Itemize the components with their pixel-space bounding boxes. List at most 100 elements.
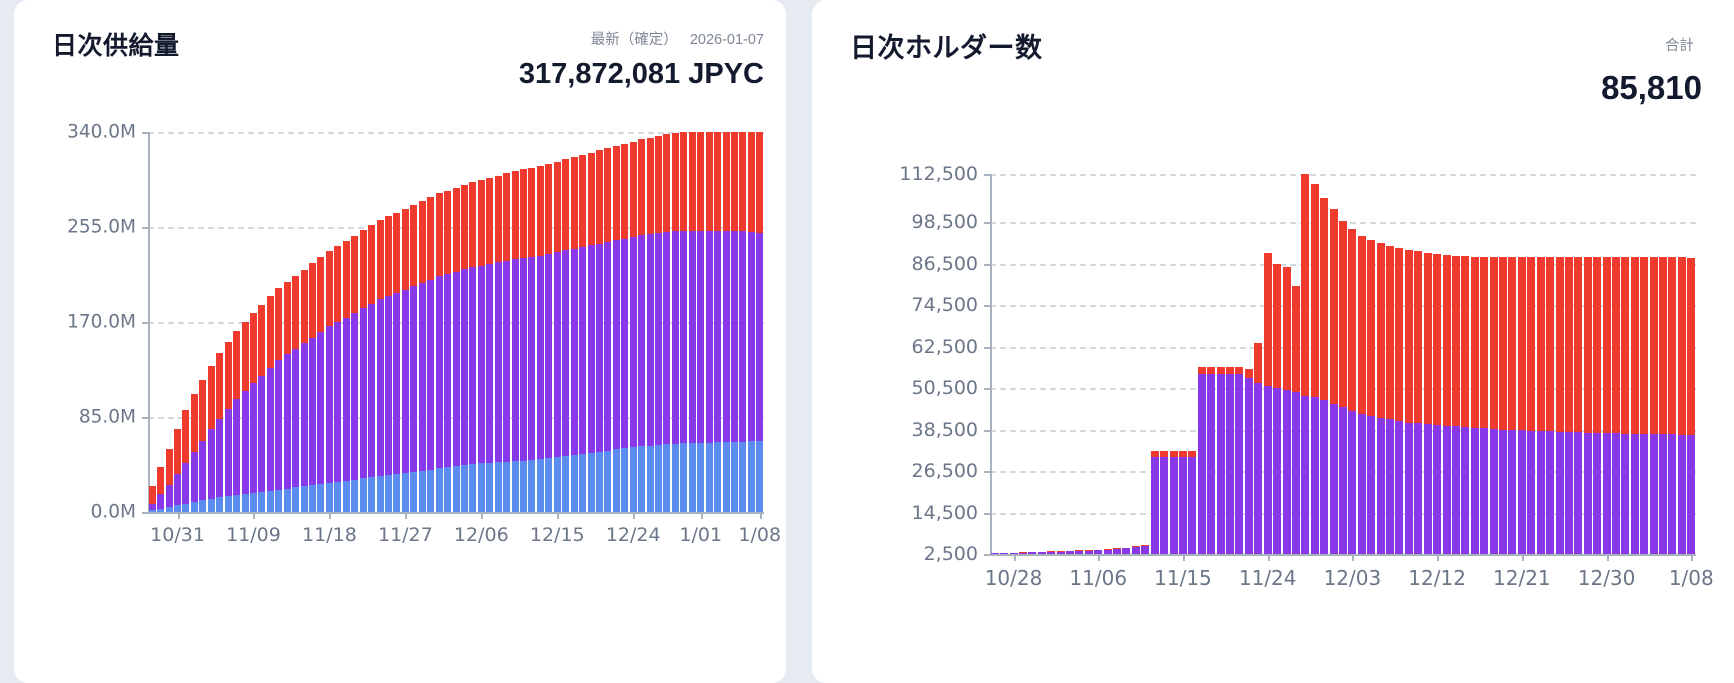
bar[interactable] — [494, 175, 502, 512]
bar[interactable] — [511, 171, 519, 512]
bar[interactable] — [1640, 256, 1649, 554]
bar[interactable] — [418, 201, 426, 512]
bar[interactable] — [258, 304, 266, 512]
bar[interactable] — [1687, 257, 1696, 554]
bar[interactable] — [612, 145, 620, 512]
bar[interactable] — [233, 330, 241, 512]
bar[interactable] — [739, 132, 747, 512]
bar[interactable] — [275, 287, 283, 512]
plot-area[interactable]: 340.0M 255.0M 170.0M 85.0M 0.0M 10/31 11/09 11/… — [52, 118, 781, 568]
bar[interactable] — [1056, 551, 1065, 554]
bar[interactable] — [1583, 256, 1592, 554]
bar[interactable] — [1141, 544, 1150, 554]
bar[interactable] — [224, 342, 232, 512]
bar[interactable] — [182, 409, 190, 512]
bar[interactable] — [587, 152, 595, 512]
bar[interactable] — [1433, 253, 1442, 554]
bar[interactable] — [1414, 251, 1423, 554]
bar[interactable] — [1254, 343, 1263, 554]
bar[interactable] — [1028, 552, 1037, 554]
bar[interactable] — [756, 132, 764, 512]
bar[interactable] — [1546, 256, 1555, 554]
bar[interactable] — [444, 190, 452, 512]
bar[interactable] — [376, 220, 384, 512]
bar[interactable] — [520, 169, 527, 512]
bar[interactable] — [629, 141, 637, 512]
bar[interactable] — [157, 467, 165, 512]
bar[interactable] — [671, 132, 679, 512]
bar[interactable] — [1442, 254, 1451, 554]
daily-supply-chart[interactable]: 340.0M 255.0M 170.0M 85.0M 0.0M 10/31 11/09 11/… — [52, 118, 781, 568]
bar[interactable] — [655, 135, 663, 512]
bar[interactable] — [1564, 256, 1573, 554]
bar[interactable] — [401, 209, 409, 512]
bar[interactable] — [688, 132, 696, 512]
bar[interactable] — [536, 166, 544, 512]
bar[interactable] — [1226, 366, 1235, 554]
bar[interactable] — [1602, 256, 1611, 554]
bar[interactable] — [309, 263, 317, 512]
bar[interactable] — [325, 251, 333, 512]
bar[interactable] — [1009, 552, 1018, 554]
bar[interactable] — [1329, 208, 1338, 554]
bar[interactable] — [604, 148, 612, 512]
bar[interactable] — [1659, 256, 1668, 554]
bar[interactable] — [1423, 252, 1432, 554]
bar[interactable] — [460, 185, 468, 512]
bar[interactable] — [199, 379, 207, 512]
bar[interactable] — [1216, 366, 1225, 554]
bar[interactable] — [1131, 546, 1140, 554]
bar[interactable] — [1075, 550, 1084, 554]
bar[interactable] — [1301, 174, 1310, 554]
bar[interactable] — [1169, 451, 1178, 554]
bar[interactable] — [1047, 551, 1056, 554]
bar[interactable] — [595, 150, 603, 512]
bar[interactable] — [1489, 256, 1498, 554]
bar[interactable] — [714, 131, 722, 512]
bar[interactable] — [1508, 256, 1517, 554]
bar[interactable] — [1499, 256, 1508, 554]
bar[interactable] — [1122, 547, 1131, 554]
bar[interactable] — [241, 322, 249, 512]
bar[interactable] — [663, 134, 671, 512]
bar[interactable] — [1677, 256, 1686, 554]
bar[interactable] — [1000, 552, 1009, 554]
bar[interactable] — [1470, 256, 1479, 554]
bar[interactable] — [562, 159, 570, 512]
bar[interactable] — [553, 161, 561, 512]
bar[interactable] — [579, 154, 587, 512]
bar[interactable] — [1630, 256, 1639, 554]
bar[interactable] — [359, 230, 367, 512]
bar[interactable] — [174, 429, 182, 512]
bar[interactable] — [1094, 549, 1103, 554]
bar[interactable] — [410, 205, 418, 512]
bar[interactable] — [393, 213, 401, 512]
bar[interactable] — [351, 235, 359, 512]
bar[interactable] — [1066, 550, 1074, 554]
bar[interactable] — [1197, 366, 1206, 554]
bar[interactable] — [1037, 551, 1046, 554]
bar[interactable] — [1621, 256, 1630, 554]
bar[interactable] — [528, 167, 536, 512]
bar[interactable] — [646, 137, 654, 512]
bar[interactable] — [1018, 552, 1027, 554]
bar[interactable] — [545, 163, 553, 512]
bar[interactable] — [148, 485, 156, 512]
plot-area[interactable]: 112,500 98,500 86,500 74,500 62,500 50,500 38,… — [872, 160, 1713, 612]
bar[interactable] — [638, 139, 646, 512]
bar[interactable] — [190, 393, 198, 512]
bar[interactable] — [1527, 256, 1536, 554]
bar[interactable] — [1480, 256, 1489, 554]
bar[interactable] — [1235, 366, 1244, 554]
bar[interactable] — [1103, 549, 1112, 554]
bar[interactable] — [1348, 229, 1357, 554]
bar[interactable] — [452, 187, 460, 512]
bar[interactable] — [1113, 548, 1122, 554]
bar[interactable] — [1593, 256, 1602, 554]
bar[interactable] — [503, 173, 511, 512]
bar[interactable] — [1376, 243, 1385, 554]
bar[interactable] — [1310, 184, 1319, 554]
bar[interactable] — [1150, 451, 1159, 554]
bar[interactable] — [1461, 256, 1470, 554]
bar[interactable] — [730, 131, 738, 512]
